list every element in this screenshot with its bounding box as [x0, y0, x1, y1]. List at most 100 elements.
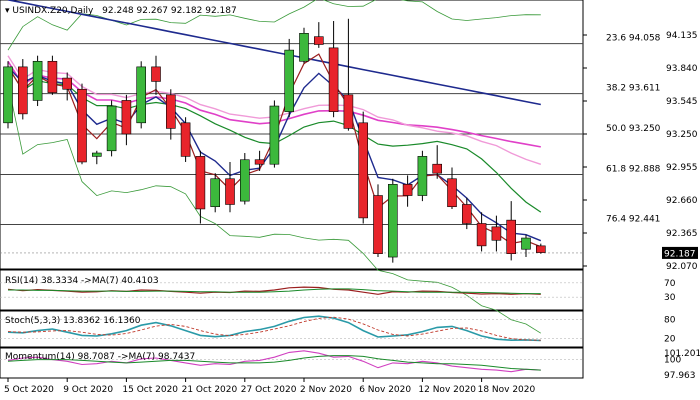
- candle-body-bear: [121, 100, 132, 135]
- candle[interactable]: [106, 100, 117, 157]
- fib-label-3: 61.8 92.888: [606, 164, 661, 174]
- date-label-8: 18 Nov 2020: [478, 385, 536, 395]
- candle[interactable]: [461, 197, 472, 230]
- ma-long-blue-line: [7, 0, 541, 106]
- candle-body-bear: [491, 226, 502, 241]
- price-tick-label-6: 92.365: [666, 229, 698, 239]
- candle[interactable]: [62, 72, 73, 101]
- price-tick-label-2: 93.545: [666, 97, 698, 107]
- momentum-label: Momentum(14) 98.7087 ->MA(7) 98.7437: [5, 352, 195, 362]
- candle[interactable]: [328, 21, 339, 118]
- candle-body-bear: [506, 219, 517, 254]
- candle[interactable]: [284, 38, 295, 118]
- candle[interactable]: [432, 145, 443, 179]
- candle[interactable]: [151, 55, 161, 95]
- candle[interactable]: [313, 22, 324, 48]
- fib-label-1: 38.2 93.611: [606, 84, 660, 94]
- rsi-scale-label-0: 70: [664, 279, 676, 289]
- candle-body-bear: [447, 178, 457, 208]
- candle-body-bull: [106, 105, 117, 152]
- candle[interactable]: [417, 150, 428, 202]
- candle[interactable]: [210, 173, 220, 213]
- candle[interactable]: [92, 150, 102, 165]
- candle[interactable]: [180, 117, 191, 162]
- candle-body-bear: [358, 122, 369, 219]
- chart-symbol-label: ▾ USINDX.Z20,Daily 92.248 92.267 92.182 …: [5, 6, 237, 16]
- price-tick-label-3: 93.250: [666, 130, 698, 140]
- candle-body-bear: [461, 204, 472, 224]
- stoch-d-line: [7, 316, 541, 341]
- candle[interactable]: [521, 234, 531, 258]
- candle[interactable]: [3, 61, 13, 129]
- candle-body-bear: [373, 195, 383, 254]
- candle-body-bear: [254, 159, 265, 165]
- date-label-4: 27 Oct 2020: [241, 385, 297, 395]
- candle[interactable]: [166, 89, 176, 140]
- candle[interactable]: [225, 161, 235, 213]
- candle[interactable]: [402, 175, 413, 207]
- candle[interactable]: [506, 201, 517, 261]
- rsi-panel[interactable]: [0, 269, 584, 311]
- ohlc-text: 92.248 92.267 92.182 92.187: [102, 6, 237, 16]
- momentum-ma-line: [7, 355, 541, 371]
- candle-body-bear: [17, 66, 28, 115]
- price-tick-label-1: 93.840: [666, 64, 698, 74]
- price-tick-label-5: 92.660: [666, 196, 698, 206]
- candle[interactable]: [136, 61, 146, 129]
- date-label-3: 21 Oct 2020: [182, 385, 238, 395]
- rsi-scale-label-1: 30: [664, 293, 676, 303]
- candle-body-bull: [240, 159, 250, 202]
- candle-body-bull: [387, 184, 398, 258]
- candle-body-bear: [166, 94, 176, 129]
- candle[interactable]: [77, 83, 87, 165]
- candle[interactable]: [387, 178, 398, 263]
- candle[interactable]: [121, 94, 132, 146]
- candle[interactable]: [299, 27, 309, 64]
- candle-body-bull: [521, 237, 531, 250]
- momentum-scale-label-1: 100: [664, 356, 681, 366]
- candle[interactable]: [195, 150, 206, 224]
- candle[interactable]: [491, 215, 502, 252]
- fib-label-2: 50.0 93.250: [606, 124, 661, 134]
- candle-body-bear: [432, 163, 443, 174]
- stoch-panel[interactable]: [0, 310, 584, 348]
- candle[interactable]: [343, 18, 354, 131]
- candle[interactable]: [32, 55, 43, 107]
- fib-label-0: 23.6 94.058: [606, 34, 661, 44]
- candle[interactable]: [447, 167, 457, 209]
- candle[interactable]: [17, 59, 28, 120]
- candle[interactable]: [358, 111, 369, 224]
- candle[interactable]: [476, 212, 487, 252]
- candle[interactable]: [240, 153, 250, 205]
- candle[interactable]: [535, 243, 546, 254]
- candle-body-bear: [62, 77, 73, 90]
- momentum-scale-label-2: 97.963: [664, 371, 696, 381]
- symbol-info-icon: ▾: [5, 6, 12, 16]
- candle[interactable]: [47, 55, 58, 95]
- candle-body-bear: [535, 245, 546, 253]
- candle-body-bear: [476, 223, 487, 247]
- rsi-ma-line: [8, 288, 541, 295]
- current-price-label: 92.187: [664, 249, 696, 259]
- date-label-2: 15 Oct 2020: [122, 385, 178, 395]
- candle-body-bull: [299, 33, 309, 62]
- candle-body-bull: [92, 152, 102, 157]
- candle-body-bear: [313, 36, 324, 45]
- candle-body-bull: [269, 105, 280, 165]
- candle[interactable]: [254, 150, 265, 171]
- date-label-6: 6 Nov 2020: [359, 385, 411, 395]
- symbol-text: USINDX.Z20,Daily: [12, 6, 94, 16]
- rsi-label: RSI(14) 38.3334 ->MA(7) 40.4103: [5, 276, 159, 286]
- candle-body-bear: [180, 122, 191, 157]
- momentum-panel[interactable]: [0, 347, 584, 379]
- stoch-k-line: [7, 315, 541, 342]
- candle[interactable]: [373, 184, 383, 258]
- candle[interactable]: [269, 100, 280, 168]
- date-label-0: 5 Oct 2020: [4, 385, 54, 395]
- candle-body-bull: [136, 66, 146, 124]
- bollinger-lower-line: [7, 83, 542, 334]
- stoch-label: Stoch(5,3,3) 13.8362 16.1360: [5, 316, 141, 326]
- candle-body-bear: [328, 47, 339, 112]
